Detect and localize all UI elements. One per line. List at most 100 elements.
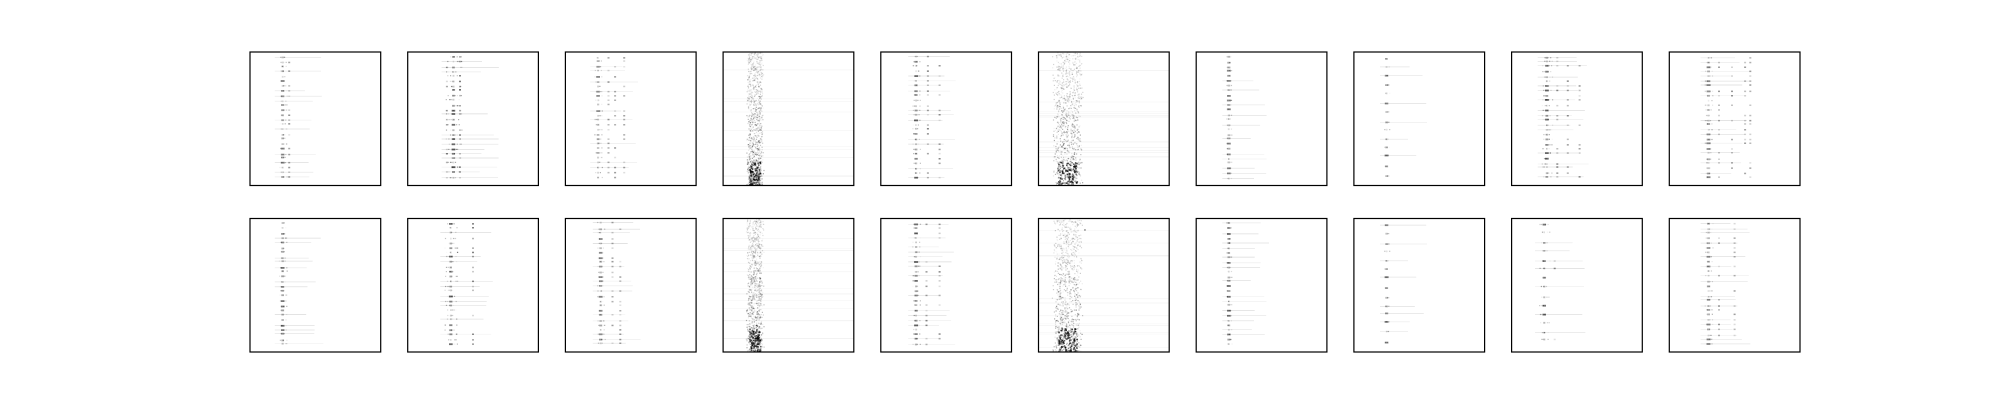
heat-cell xyxy=(751,299,753,301)
heat-cell xyxy=(761,140,763,143)
heat-cell xyxy=(1230,148,1231,149)
heat-cell xyxy=(758,289,761,291)
heat-cell xyxy=(748,236,750,238)
heat-cell xyxy=(763,304,765,306)
heat-cell xyxy=(755,175,757,177)
heat-cell xyxy=(1066,255,1068,257)
heat-cell xyxy=(459,109,461,112)
heat-cell xyxy=(451,80,453,82)
heat-cell xyxy=(759,75,761,77)
heat-cell xyxy=(751,279,753,281)
heat-cell xyxy=(1546,166,1548,168)
heat-cell xyxy=(1071,143,1073,145)
heat-cell xyxy=(1545,133,1549,136)
heat-cell xyxy=(1068,67,1070,69)
heat-cell xyxy=(1718,158,1720,160)
heat-cell xyxy=(919,109,921,111)
heat-cell xyxy=(1074,125,1076,127)
heat-cell xyxy=(1227,61,1231,64)
heat-cell xyxy=(917,324,919,326)
heat-cell xyxy=(914,290,916,292)
heat-cell xyxy=(601,104,602,105)
heat-cell xyxy=(1073,85,1075,87)
heat-cell xyxy=(757,114,759,116)
heat-cell xyxy=(1388,121,1390,123)
heat-cell xyxy=(1073,248,1075,250)
heat-cell xyxy=(1079,105,1081,107)
heat-cell xyxy=(280,267,282,269)
heat-cell xyxy=(1566,152,1569,154)
heat-cell xyxy=(449,177,451,179)
heat-cell xyxy=(1078,106,1080,108)
heat-cell xyxy=(1075,165,1078,168)
heat-cell xyxy=(751,313,753,315)
heat-cell xyxy=(279,166,281,169)
heat-cell xyxy=(1231,161,1233,163)
heat-cell xyxy=(762,234,764,237)
heat-cell xyxy=(456,343,458,345)
heat-cell xyxy=(1077,136,1079,139)
panel-r1-c0 xyxy=(249,217,382,353)
heat-cell xyxy=(750,171,752,174)
heat-cell xyxy=(750,289,752,291)
panel-frame xyxy=(564,51,697,187)
heat-cell xyxy=(752,164,754,166)
heat-cell xyxy=(1077,111,1079,113)
heat-cell xyxy=(1066,58,1068,60)
heat-cell xyxy=(916,343,918,345)
heat-cell xyxy=(1063,101,1065,103)
heat-cell xyxy=(447,124,449,126)
heat-cell xyxy=(752,242,754,245)
heat-cell xyxy=(917,329,918,330)
heat-cell xyxy=(1078,97,1080,100)
heat-cell xyxy=(1065,325,1067,327)
heat-cell xyxy=(750,155,752,157)
heat-cell xyxy=(749,104,751,106)
heat-cell xyxy=(1068,281,1070,283)
heat-cell xyxy=(749,145,751,147)
heat-cell xyxy=(1062,116,1064,118)
heat-cell xyxy=(445,138,447,140)
heat-cell xyxy=(1063,323,1065,325)
heat-cell xyxy=(746,224,748,226)
heat-cell xyxy=(754,91,756,93)
heat-cell xyxy=(454,89,456,91)
panel-heatmap-content xyxy=(441,56,499,179)
panel-heatmap-content xyxy=(1380,58,1427,177)
panel-heatmap-content xyxy=(592,221,641,345)
heat-cell xyxy=(1068,142,1071,144)
heat-cell xyxy=(1058,109,1060,111)
heat-cell xyxy=(456,134,458,136)
heat-cell xyxy=(747,79,749,81)
heat-cell xyxy=(1074,52,1076,54)
heat-cell xyxy=(751,77,754,79)
heat-cell xyxy=(601,261,603,263)
heat-cell xyxy=(456,75,458,77)
heat-cell xyxy=(751,240,753,242)
heat-cell xyxy=(917,143,919,145)
heat-cell xyxy=(917,265,920,267)
heat-cell xyxy=(607,118,610,121)
heat-cell xyxy=(756,327,758,329)
heat-cell xyxy=(756,178,758,180)
heat-cell xyxy=(598,285,600,287)
heat-cell xyxy=(1385,93,1386,94)
heat-cell xyxy=(459,177,461,179)
heat-cell xyxy=(1709,142,1711,144)
heat-cell xyxy=(286,270,288,272)
heat-cell xyxy=(452,75,453,76)
heat-cell xyxy=(1079,61,1081,63)
heat-cell xyxy=(611,314,614,316)
heat-cell xyxy=(1054,80,1056,82)
heat-cell xyxy=(1230,104,1232,106)
heat-cell xyxy=(751,309,753,311)
heat-cell xyxy=(917,271,919,273)
heat-cell xyxy=(1071,77,1073,79)
heat-cell xyxy=(1075,174,1077,176)
heat-cell xyxy=(599,342,602,345)
heat-cell xyxy=(281,250,284,253)
heat-cell xyxy=(1078,105,1080,107)
heat-cell xyxy=(1059,177,1061,179)
heat-cell xyxy=(914,152,918,155)
heat-cell xyxy=(749,93,751,95)
